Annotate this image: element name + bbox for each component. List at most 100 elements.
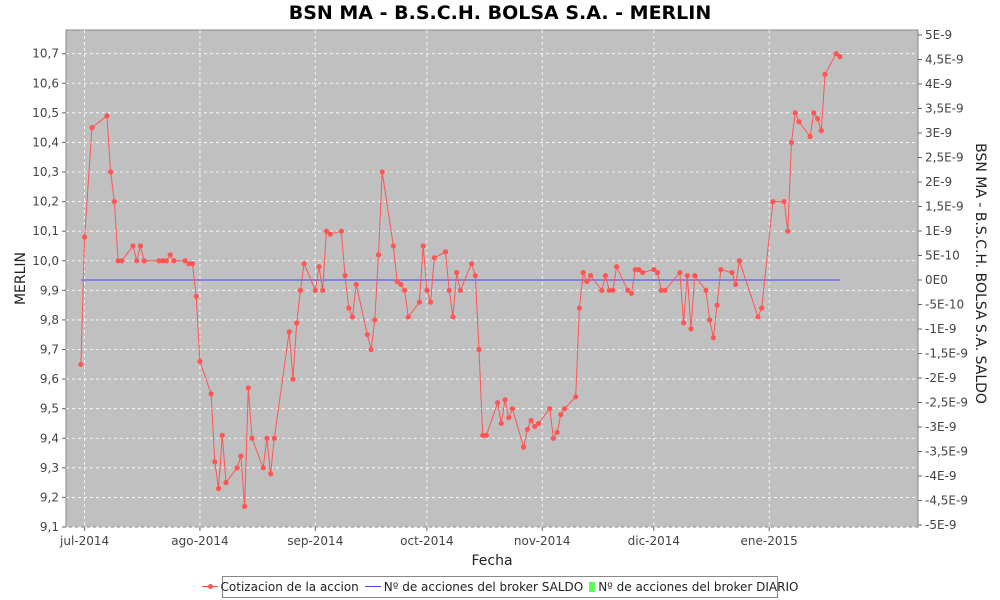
legend-item-cotizacion: Cotizacion de la accion (201, 580, 359, 594)
data-point (82, 234, 88, 240)
y2-tick-label: -4E-9 (925, 469, 957, 483)
data-point (476, 346, 482, 353)
legend-label: Nº de acciones del broker SALDO (383, 580, 584, 594)
data-point (212, 459, 218, 465)
data-point (614, 264, 620, 270)
data-point (483, 432, 490, 438)
y-tick-label: 9,1 (40, 520, 59, 534)
data-point (286, 329, 292, 335)
y-tick-label: 9,7 (40, 343, 59, 357)
data-point (818, 127, 824, 134)
data-point (182, 258, 188, 264)
y-tick-label: 10,2 (32, 195, 59, 209)
series-layer (78, 51, 843, 509)
data-point (781, 198, 787, 205)
data-point (431, 255, 437, 261)
x-tick-label: dic-2014 (628, 534, 680, 548)
y-axis-label: MERLIN (13, 252, 29, 305)
y-tick-label: 9,4 (40, 431, 59, 445)
data-point (554, 429, 560, 435)
y2-axis-label: BSN MA - B.S.C.H. BOLSA S.A. SALDO (972, 143, 988, 404)
y2-tick-label: 5E-9 (925, 28, 952, 42)
data-point (707, 317, 713, 323)
data-point (338, 228, 344, 234)
data-point (610, 287, 616, 293)
data-point (327, 231, 333, 237)
data-point (684, 272, 690, 279)
y2-tick-label: 1,5E-9 (925, 200, 964, 214)
data-point (428, 299, 434, 305)
data-point (640, 269, 646, 276)
data-point (584, 278, 590, 285)
data-point (104, 113, 110, 119)
data-point (160, 258, 166, 264)
legend-item-diario: Nº de acciones del broker DIARIO (589, 580, 798, 594)
y-tick-label: 10,5 (32, 106, 59, 120)
data-point (301, 261, 307, 267)
legend-label: Cotizacion de la accion (220, 580, 359, 594)
y2-tick-label: -2,5E-9 (925, 396, 968, 410)
y2-tick-label: 2E-9 (925, 175, 952, 189)
data-point (736, 258, 743, 264)
data-point (796, 119, 802, 125)
y2-tick-label: 3E-9 (925, 126, 952, 140)
data-point (163, 258, 170, 264)
data-point (587, 272, 594, 279)
data-point (156, 258, 162, 264)
data-point (424, 287, 430, 293)
x-tick-label: sep-2014 (287, 534, 343, 548)
chart-title: BSN MA - B.S.C.H. BOLSA S.A. - MERLIN (288, 2, 712, 24)
data-point (323, 228, 330, 234)
x-tick-label: oct-2014 (400, 534, 454, 548)
y-tick-label: 10,7 (32, 47, 59, 61)
y-axis-right: 5E-9 4,5E-9 4E-9 3,5E-9 3E-9 2,5E-9 2E-9 1,5E-9… (918, 28, 968, 532)
y2-tick-label: -1,5E-9 (925, 347, 968, 361)
data-point (405, 314, 411, 320)
data-point (294, 320, 300, 326)
data-point (119, 258, 125, 264)
data-point (576, 305, 583, 311)
data-point (297, 287, 303, 293)
data-point (833, 51, 839, 57)
data-point (394, 278, 400, 285)
data-point (268, 471, 274, 477)
data-point (78, 361, 84, 367)
data-point (547, 406, 553, 412)
data-point (312, 287, 318, 293)
data-point (524, 426, 530, 432)
data-point (375, 252, 382, 258)
data-point (346, 305, 352, 311)
y-axis-left: 9,1 9,2 9,3 9,4 9,5 9,6 9,7 9,8 9,9 10,0 10,1 10,2 1… (32, 47, 66, 534)
data-point (364, 332, 370, 338)
y-tick-label: 10,6 (32, 76, 59, 90)
data-point (130, 243, 136, 249)
data-point (472, 272, 478, 279)
data-point (189, 261, 196, 267)
data-point (108, 169, 114, 175)
data-point (785, 228, 791, 234)
y2-tick-label: -3E-9 (925, 420, 957, 434)
data-point (625, 287, 631, 293)
data-point (290, 376, 296, 382)
data-point (703, 287, 709, 293)
y2-tick-label: 3,5E-9 (925, 102, 964, 116)
data-point (729, 269, 735, 276)
data-point (349, 314, 356, 320)
y2-tick-label: -5E-10 (925, 298, 964, 312)
data-point (420, 243, 426, 249)
y2-tick-label: 1E-9 (925, 224, 952, 238)
data-point (197, 358, 203, 364)
data-point (241, 503, 248, 509)
y2-tick-label: 4,5E-9 (925, 53, 964, 67)
data-point (468, 261, 475, 267)
data-point (450, 314, 456, 320)
y-tick-label: 10,4 (32, 135, 59, 149)
data-point (714, 302, 720, 308)
data-point (271, 435, 277, 441)
y-tick-label: 9,8 (40, 313, 59, 327)
y2-tick-label: -5E-9 (925, 518, 957, 532)
data-point (535, 420, 542, 427)
data-point (837, 54, 843, 60)
legend-bar-icon (589, 582, 596, 592)
data-point (811, 110, 817, 116)
